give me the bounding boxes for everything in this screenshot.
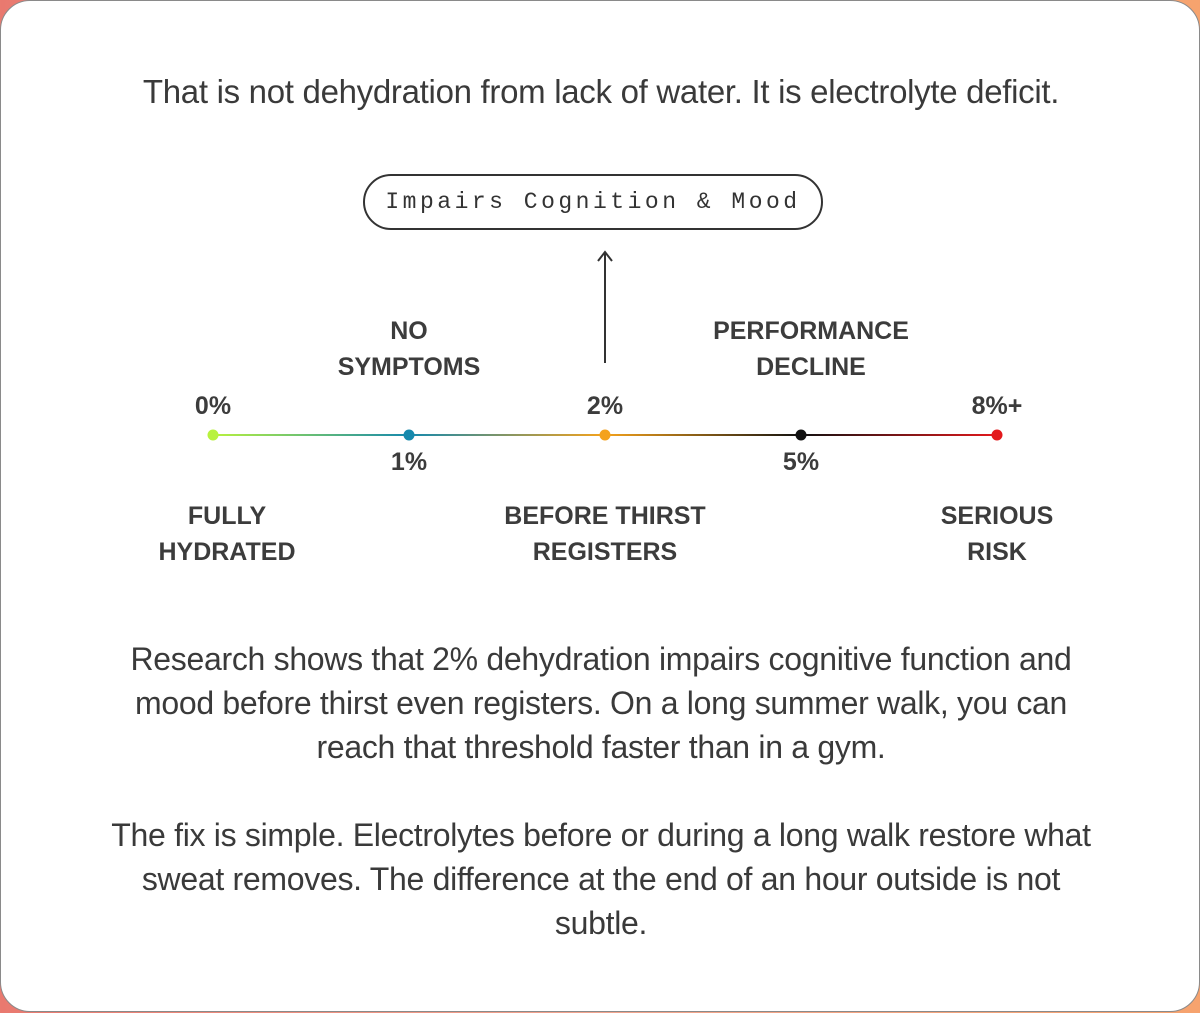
scale-dot xyxy=(207,429,219,441)
paragraph: Research shows that 2% dehydration impai… xyxy=(130,641,1072,765)
scale-dot xyxy=(403,429,415,441)
intro-text: That is not dehydration from lack of wat… xyxy=(142,73,1060,110)
paragraph: The fix is simple. Electrolytes before o… xyxy=(111,817,1091,941)
stage-label: PERFORMANCE DECLINE xyxy=(713,317,909,381)
arrow-head xyxy=(597,250,613,262)
scale-dot xyxy=(599,429,611,441)
level-label: 5% xyxy=(782,448,820,476)
scale-dot xyxy=(795,429,807,441)
stage-label: SERIOUS RISK xyxy=(940,502,1054,566)
callout-pill: Impairs Cognition & Mood xyxy=(363,174,823,230)
level-label: 8%+ xyxy=(971,392,1023,420)
level-label: 2% xyxy=(586,392,624,420)
level-label: 1% xyxy=(390,448,428,476)
stage-label: FULLY HYDRATED xyxy=(158,502,296,566)
level-label: 0% xyxy=(194,392,232,420)
stage-label: NO SYMPTOMS xyxy=(337,317,481,381)
scale-dot xyxy=(991,429,1003,441)
stage-label: BEFORE THIRST REGISTERS xyxy=(504,502,706,566)
